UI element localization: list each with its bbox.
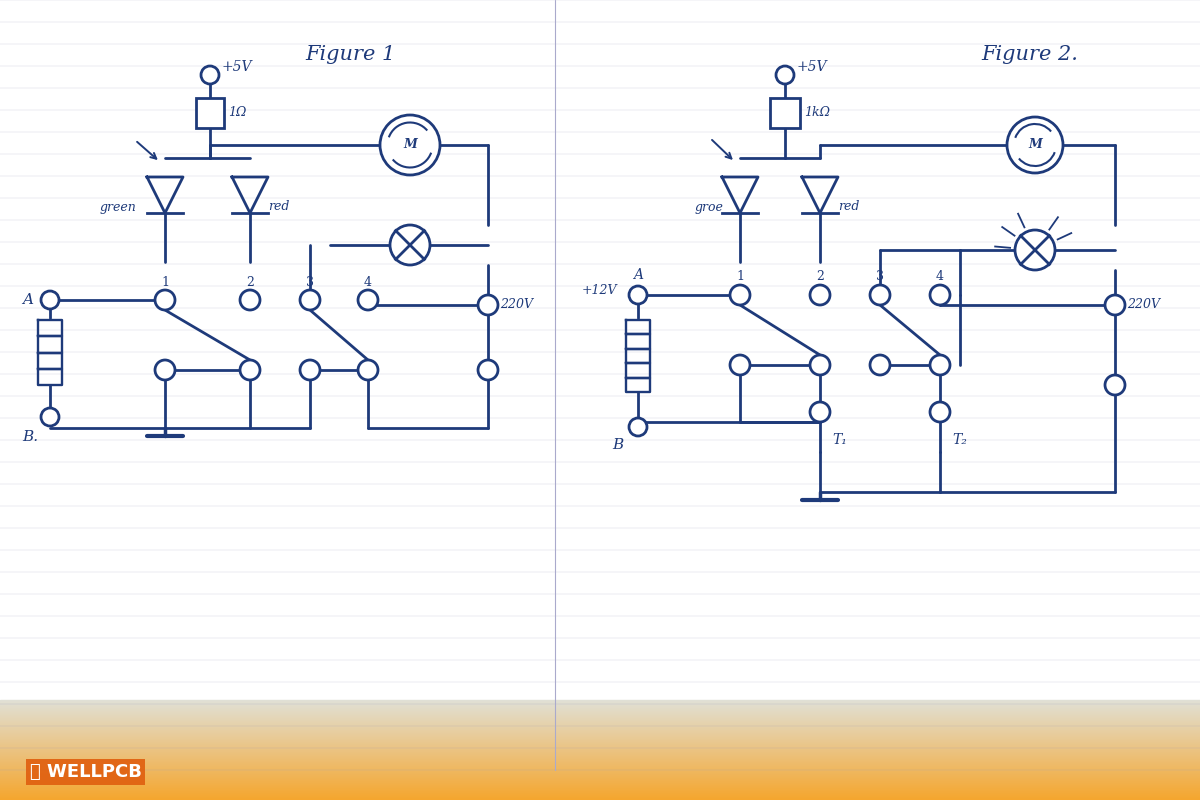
Circle shape [155,290,175,310]
Text: 1kΩ: 1kΩ [804,106,830,119]
Bar [770,98,800,128]
Text: 1Ω: 1Ω [228,106,246,119]
Text: B: B [612,438,624,452]
Text: green: green [100,201,137,214]
Text: 1: 1 [161,275,169,289]
Circle shape [730,355,750,375]
Circle shape [730,285,750,305]
Circle shape [202,66,220,84]
Circle shape [1105,375,1126,395]
Circle shape [41,408,59,426]
Text: T₁: T₁ [832,433,847,447]
Text: groe: groe [695,201,724,214]
Circle shape [930,402,950,422]
Text: 4: 4 [364,275,372,289]
Circle shape [478,360,498,380]
Text: A: A [634,268,643,282]
Circle shape [358,290,378,310]
Circle shape [390,225,430,265]
Text: Figure 2.: Figure 2. [982,46,1079,65]
Bar [196,98,224,128]
Circle shape [629,418,647,436]
Circle shape [930,285,950,305]
Circle shape [300,290,320,310]
Text: 2: 2 [816,270,824,283]
Circle shape [810,285,830,305]
Circle shape [358,360,378,380]
Text: +5V: +5V [797,60,828,74]
Circle shape [870,355,890,375]
Text: 3: 3 [876,270,884,283]
Circle shape [629,286,647,304]
Circle shape [155,360,175,380]
Text: 3: 3 [306,275,314,289]
Circle shape [41,291,59,309]
Text: M: M [403,138,416,151]
Text: 220V: 220V [1127,298,1160,311]
Text: Figure 1: Figure 1 [305,46,395,65]
Text: +12V: +12V [582,283,618,297]
Circle shape [240,290,260,310]
Circle shape [810,402,830,422]
Circle shape [870,285,890,305]
Text: A: A [23,293,34,307]
Circle shape [776,66,794,84]
Circle shape [478,295,498,315]
Text: red: red [268,201,289,214]
Circle shape [380,115,440,175]
Circle shape [930,355,950,375]
Text: M: M [1028,138,1042,151]
Text: 2: 2 [246,275,254,289]
Text: 4: 4 [936,270,944,283]
Text: +5V: +5V [222,60,252,74]
Text: 220V: 220V [500,298,533,311]
Text: red: red [838,201,859,214]
Circle shape [810,355,830,375]
Circle shape [300,360,320,380]
Text: T₂: T₂ [952,433,967,447]
Text: 1: 1 [736,270,744,283]
Circle shape [1007,117,1063,173]
Text: Ⓦ WELLPCB: Ⓦ WELLPCB [30,763,142,781]
Circle shape [240,360,260,380]
Circle shape [1015,230,1055,270]
Text: B.: B. [22,430,38,444]
Circle shape [1105,295,1126,315]
